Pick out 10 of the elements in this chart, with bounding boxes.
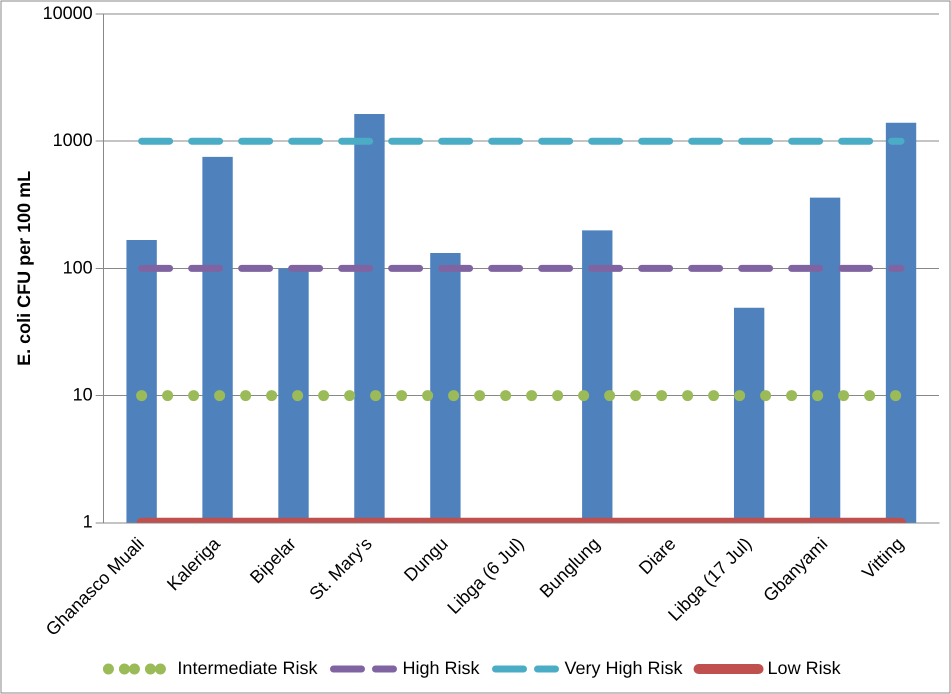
- y-axis-title: E. coli CFU per 100 mL: [14, 170, 34, 366]
- legend-label: Low Risk: [768, 658, 842, 678]
- legend-label: Intermediate Risk: [177, 658, 318, 678]
- y-tick-label: 10: [72, 384, 93, 405]
- y-tick-label: 10000: [42, 2, 93, 23]
- y-tick-label: 1: [82, 512, 93, 532]
- y-tick-label: 100: [62, 257, 93, 278]
- legend-label: High Risk: [402, 658, 481, 678]
- legend-label: Very High Risk: [564, 658, 684, 678]
- y-tick-label: 1000: [52, 130, 93, 150]
